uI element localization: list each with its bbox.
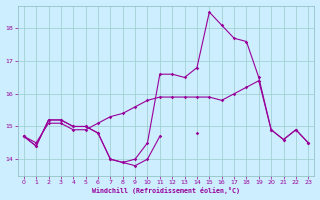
X-axis label: Windchill (Refroidissement éolien,°C): Windchill (Refroidissement éolien,°C) bbox=[92, 187, 240, 194]
